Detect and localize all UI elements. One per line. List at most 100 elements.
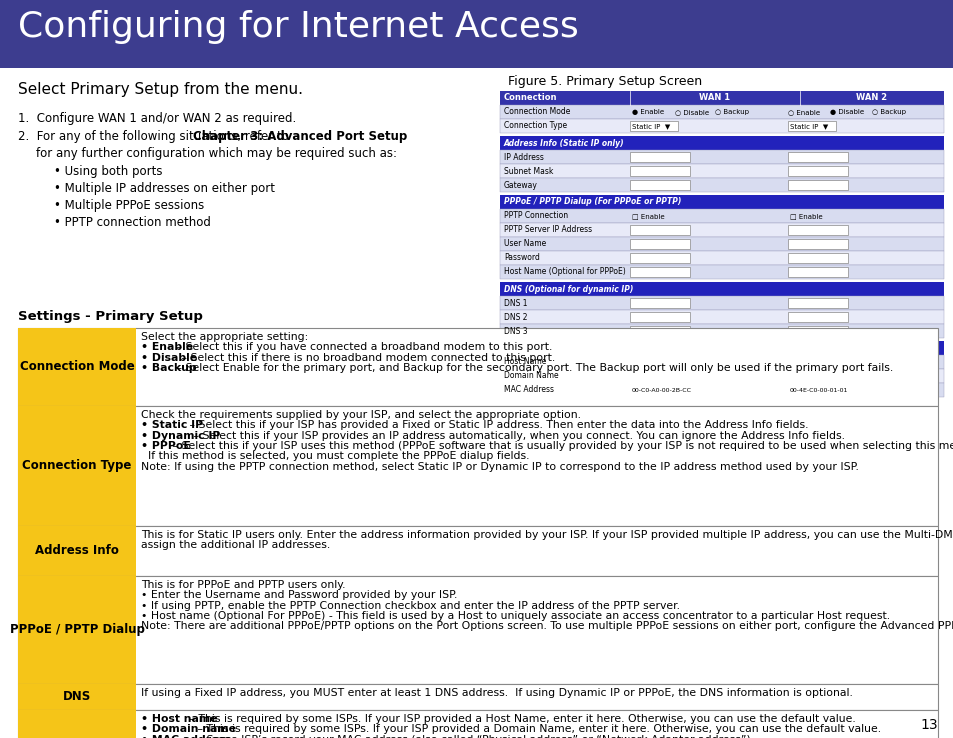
Text: Select Primary Setup from the menu.: Select Primary Setup from the menu. <box>18 82 303 97</box>
Text: PPPoE / PPTP Dialup (For PPPoE or PPTP): PPPoE / PPTP Dialup (For PPPoE or PPTP) <box>503 198 680 207</box>
Text: Connection: Connection <box>503 94 557 103</box>
Text: 2.  For any of the following situations, refer to: 2. For any of the following situations, … <box>18 130 293 143</box>
Bar <box>629 371 689 381</box>
Bar <box>18 576 136 684</box>
Text: Password: Password <box>503 253 539 263</box>
Bar <box>499 296 943 310</box>
Text: Host Name (Optional for PPPoE): Host Name (Optional for PPPoE) <box>503 267 625 277</box>
Bar <box>787 267 847 277</box>
Text: • Host name (Optional For PPPoE) - This field is used by a Host to uniquely asso: • Host name (Optional For PPPoE) - This … <box>141 611 889 621</box>
Text: – Some ISP’s record your MAC address (also called “Physical address” or “Network: – Some ISP’s record your MAC address (al… <box>193 734 753 738</box>
Text: Gateway: Gateway <box>503 181 537 190</box>
Bar <box>499 383 943 397</box>
Text: ○ Backup: ○ Backup <box>871 109 905 115</box>
Text: 1.  Configure WAN 1 and/or WAN 2 as required.: 1. Configure WAN 1 and/or WAN 2 as requi… <box>18 112 296 125</box>
Text: User Name: User Name <box>503 240 546 249</box>
Text: PPTP Connection: PPTP Connection <box>503 212 568 221</box>
Bar <box>18 526 937 576</box>
Bar <box>499 223 943 237</box>
Bar <box>787 152 847 162</box>
Text: – Select this if your ISP has provided a Fixed or Static IP address. Then enter : – Select this if your ISP has provided a… <box>186 421 807 430</box>
Text: Connection Mode: Connection Mode <box>503 108 570 117</box>
Text: ○ Enable: ○ Enable <box>787 109 820 115</box>
Text: Optional: Optional <box>503 343 540 353</box>
Text: – This is required by some ISPs. If your ISP provided a Domain Name, enter it he: – This is required by some ISPs. If your… <box>193 724 880 734</box>
Bar <box>629 91 800 105</box>
Text: MAC Address: MAC Address <box>503 385 554 395</box>
Bar <box>787 298 847 308</box>
Bar <box>18 684 937 710</box>
Text: Configuring for Internet Access: Configuring for Internet Access <box>18 10 578 44</box>
Text: If using a Fixed IP address, you MUST enter at least 1 DNS address.  If using Dy: If using a Fixed IP address, you MUST en… <box>141 688 852 698</box>
Text: PPPoE / PPTP Dialup: PPPoE / PPTP Dialup <box>10 624 144 636</box>
Text: DNS (Optional for dynamic IP): DNS (Optional for dynamic IP) <box>503 285 633 294</box>
Bar <box>629 267 689 277</box>
Bar <box>18 576 937 684</box>
Bar <box>18 710 937 738</box>
Bar <box>499 209 943 223</box>
Text: • Host name: • Host name <box>141 714 217 724</box>
Bar <box>787 312 847 322</box>
Text: • Disable: • Disable <box>141 353 197 362</box>
Bar <box>787 121 835 131</box>
Bar <box>499 119 943 133</box>
Bar <box>0 0 953 68</box>
Bar <box>787 357 847 367</box>
Text: • Using both ports: • Using both ports <box>54 165 162 178</box>
Text: PPTP Server IP Address: PPTP Server IP Address <box>503 226 592 235</box>
Bar <box>787 326 847 336</box>
Bar <box>629 225 689 235</box>
Text: • If using PPTP, enable the PPTP Connection checkbox and enter the IP address of: • If using PPTP, enable the PPTP Connect… <box>141 601 679 610</box>
Text: – This is required by some ISPs. If your ISP provided a Host Name, enter it here: – This is required by some ISPs. If your… <box>186 714 855 724</box>
Bar <box>787 239 847 249</box>
Text: • Static IP: • Static IP <box>141 421 203 430</box>
Text: IP Address: IP Address <box>503 153 543 162</box>
Text: • Multiple PPPoE sessions: • Multiple PPPoE sessions <box>54 199 204 212</box>
Text: • MAC address: • MAC address <box>141 734 231 738</box>
Bar <box>629 312 689 322</box>
Bar <box>787 385 867 395</box>
Text: WAN 2: WAN 2 <box>856 94 886 103</box>
Bar <box>18 710 136 738</box>
Text: Subnet Mask: Subnet Mask <box>503 167 553 176</box>
Text: Note: There are additional PPPoE/PPTP options on the Port Options screen. To use: Note: There are additional PPPoE/PPTP op… <box>141 621 953 631</box>
Text: Address Info: Address Info <box>35 545 119 557</box>
Bar <box>787 166 847 176</box>
Text: DNS 2: DNS 2 <box>503 312 527 322</box>
Bar <box>629 326 689 336</box>
Bar <box>629 121 678 131</box>
Bar <box>629 152 689 162</box>
Bar <box>18 406 937 526</box>
Bar <box>787 225 847 235</box>
Bar <box>499 324 943 338</box>
Bar <box>18 526 136 576</box>
Text: Select the appropriate setting:: Select the appropriate setting: <box>141 332 308 342</box>
Text: DNS 3: DNS 3 <box>503 326 527 336</box>
Text: Connection Mode: Connection Mode <box>20 360 134 373</box>
Bar <box>629 385 709 395</box>
Bar <box>499 355 943 369</box>
Text: Check the requirements supplied by your ISP, and select the appropriate option.: Check the requirements supplied by your … <box>141 410 580 420</box>
Text: Connection Type: Connection Type <box>22 460 132 472</box>
Bar <box>499 282 943 296</box>
Bar <box>629 253 689 263</box>
Bar <box>499 251 943 265</box>
Text: ○ Disable: ○ Disable <box>675 109 708 115</box>
Text: Settings - Primary Setup: Settings - Primary Setup <box>18 310 203 323</box>
Bar <box>629 166 689 176</box>
Bar <box>18 406 136 526</box>
Bar <box>499 91 629 105</box>
Bar <box>499 195 943 209</box>
Text: This is for Static IP users only. Enter the address information provided by your: This is for Static IP users only. Enter … <box>141 530 953 540</box>
Text: 00-C0-A0-00-2B-CC: 00-C0-A0-00-2B-CC <box>631 387 691 393</box>
Text: – Select this if there is no broadband modem connected to this port.: – Select this if there is no broadband m… <box>177 353 555 362</box>
Bar <box>800 91 943 105</box>
Bar <box>18 328 937 406</box>
Bar <box>787 180 847 190</box>
Bar <box>629 180 689 190</box>
Text: □ Enable: □ Enable <box>631 213 664 219</box>
Text: ○ Backup: ○ Backup <box>714 109 748 115</box>
Text: Static IP  ▼: Static IP ▼ <box>631 123 670 129</box>
Text: WAN 1: WAN 1 <box>699 94 730 103</box>
Text: • Domain name: • Domain name <box>141 724 235 734</box>
